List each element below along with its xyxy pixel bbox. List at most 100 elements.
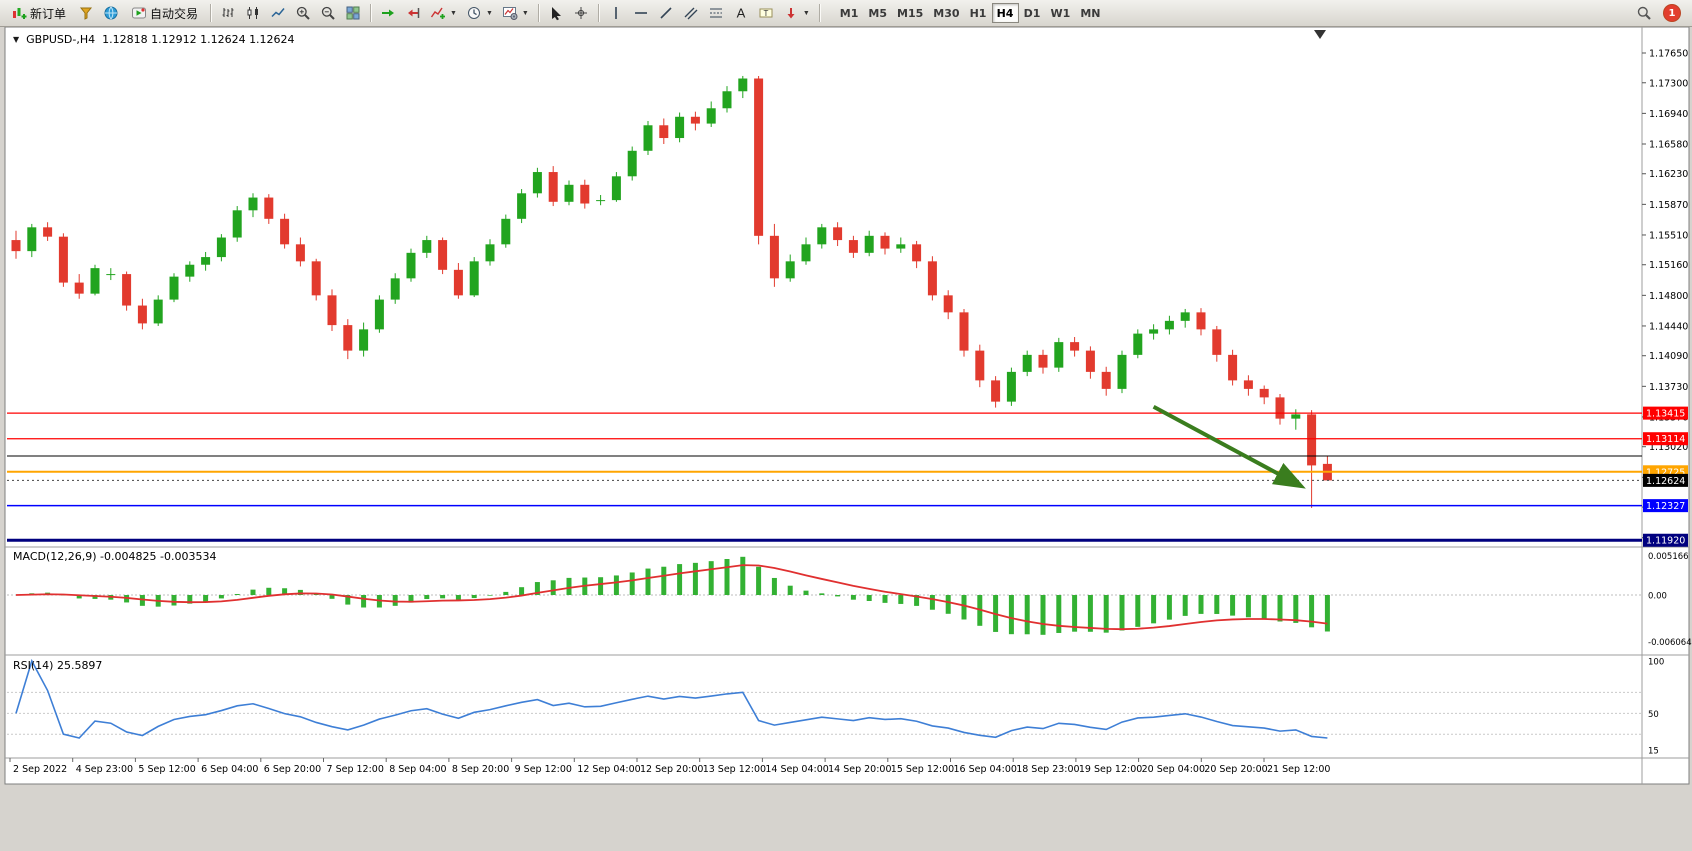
- candle-body: [1149, 329, 1159, 334]
- chart-shift-marker[interactable]: [1314, 30, 1326, 39]
- timeframe-m15[interactable]: M15: [892, 3, 928, 23]
- time-axis-label: 5 Sep 12:00: [138, 764, 195, 775]
- arrows-icon: [787, 8, 795, 19]
- horizontal-line-button[interactable]: [629, 2, 653, 24]
- text-button[interactable]: A: [729, 2, 753, 24]
- candle-body: [359, 329, 369, 351]
- main-toolbar: 新订单 自动交易: [0, 0, 1692, 27]
- candle-body: [754, 78, 764, 236]
- candle-body: [611, 176, 621, 201]
- candle-body: [722, 91, 732, 109]
- auto-scroll-button[interactable]: [376, 2, 400, 24]
- candle-body: [975, 350, 985, 381]
- trend-arrow[interactable]: [1152, 404, 1306, 489]
- tile-windows-button[interactable]: [341, 2, 365, 24]
- auto-scroll-icon: [382, 9, 395, 17]
- metaeditor-button[interactable]: [74, 2, 98, 24]
- autotrading-button[interactable]: 自动交易: [124, 2, 205, 24]
- timeframe-h1[interactable]: H1: [965, 3, 992, 23]
- timeframe-h4[interactable]: H4: [991, 3, 1019, 23]
- price-axis-label: 1.14800: [1649, 291, 1688, 302]
- time-axis-label: 20 Sep 20:00: [1204, 764, 1267, 775]
- price-axis-label: 1.15870: [1649, 200, 1688, 211]
- chart-ohlc-label: 1.12818 1.12912 1.12624 1.12624: [102, 33, 295, 46]
- candle-body: [1228, 354, 1238, 381]
- time-axis-label: 16 Sep 04:00: [954, 764, 1017, 775]
- timeframe-w1[interactable]: W1: [1046, 3, 1076, 23]
- dropdown-arrow-icon: ▼: [450, 9, 457, 17]
- bar-chart-button[interactable]: [216, 2, 240, 24]
- fibonacci-button[interactable]: [704, 2, 728, 24]
- periods-button[interactable]: ▼: [462, 2, 497, 24]
- timeframe-m1[interactable]: M1: [835, 3, 864, 23]
- time-axis-label: 20 Sep 04:00: [1142, 764, 1205, 775]
- zoom-in-button[interactable]: [291, 2, 315, 24]
- arrows-button[interactable]: ▼: [779, 2, 814, 24]
- candle-body: [848, 240, 858, 253]
- toolbar-separator: [537, 4, 539, 22]
- time-axis-label: 6 Sep 04:00: [201, 764, 258, 775]
- candle-body: [58, 236, 68, 283]
- candle-body: [927, 261, 937, 296]
- candle-body: [1164, 320, 1174, 330]
- trendline-button[interactable]: [654, 2, 678, 24]
- timeframe-m30[interactable]: M30: [928, 3, 964, 23]
- crosshair-icon: [574, 7, 587, 19]
- price-axis-label: 1.17650: [1649, 49, 1688, 60]
- text-label-button[interactable]: T: [754, 2, 778, 24]
- candle-body: [548, 172, 558, 202]
- candle-body: [1022, 354, 1032, 372]
- candle-body: [248, 197, 258, 211]
- chart-symbol-label: GBPUSD-,H4: [26, 33, 96, 46]
- macd-axis-label: -0.006064: [1648, 638, 1692, 648]
- time-axis-label: 15 Sep 12:00: [891, 764, 954, 775]
- chart-window-background: [4, 26, 1690, 785]
- dropdown-arrow-icon: ▼: [485, 9, 493, 17]
- candle-body: [137, 305, 147, 324]
- indicators-button[interactable]: ▼: [426, 2, 461, 24]
- candle-body: [1054, 342, 1064, 368]
- candle-body: [1307, 414, 1317, 466]
- templates-button[interactable]: ▼: [498, 2, 533, 24]
- rsi-line: [15, 658, 1328, 739]
- cursor-button[interactable]: [544, 2, 568, 24]
- vertical-line-button[interactable]: [604, 2, 628, 24]
- time-axis-label: 6 Sep 20:00: [264, 764, 321, 775]
- candles-layer: [11, 75, 1332, 508]
- zoom-out-button[interactable]: [316, 2, 340, 24]
- chart-menu-icon[interactable]: ▼: [13, 34, 20, 44]
- new-order-button[interactable]: 新订单: [4, 2, 73, 24]
- bar-chart-icon: [222, 8, 234, 17]
- channel-button[interactable]: [679, 2, 703, 24]
- time-axis-label: 14 Sep 20:00: [828, 764, 891, 775]
- search-button[interactable]: [1632, 2, 1656, 24]
- timeframe-d1[interactable]: D1: [1019, 3, 1046, 23]
- chart-shift-button[interactable]: [401, 2, 425, 24]
- line-chart-button[interactable]: [266, 2, 290, 24]
- candle-body: [1212, 329, 1222, 355]
- cursor-icon: [551, 7, 561, 21]
- candle-body: [817, 227, 827, 245]
- timeframe-m5[interactable]: M5: [863, 3, 892, 23]
- candlestick-chart-button[interactable]: [241, 2, 265, 24]
- indicators-icon: [430, 7, 446, 19]
- candle-body: [1006, 371, 1016, 402]
- candle-body: [896, 244, 906, 249]
- price-axis-label: 1.15510: [1649, 230, 1688, 241]
- time-axis-label: 8 Sep 20:00: [452, 764, 509, 775]
- community-button[interactable]: [99, 2, 123, 24]
- notification-badge[interactable]: 1: [1664, 5, 1680, 21]
- candle-body: [912, 244, 922, 262]
- candle-body: [785, 261, 795, 279]
- toolbar-separator: [818, 4, 820, 22]
- candle-body: [390, 278, 400, 300]
- time-axis-label: 7 Sep 12:00: [327, 764, 384, 775]
- price-axis-label: 1.17300: [1649, 78, 1688, 89]
- new-order-icon: [13, 8, 27, 19]
- time-axis-label: 12 Sep 04:00: [577, 764, 640, 775]
- timeframe-mn[interactable]: MN: [1075, 3, 1105, 23]
- crosshair-button[interactable]: [569, 2, 593, 24]
- price-tag: [1643, 432, 1688, 446]
- price-tag-label: 1.11920: [1646, 536, 1685, 547]
